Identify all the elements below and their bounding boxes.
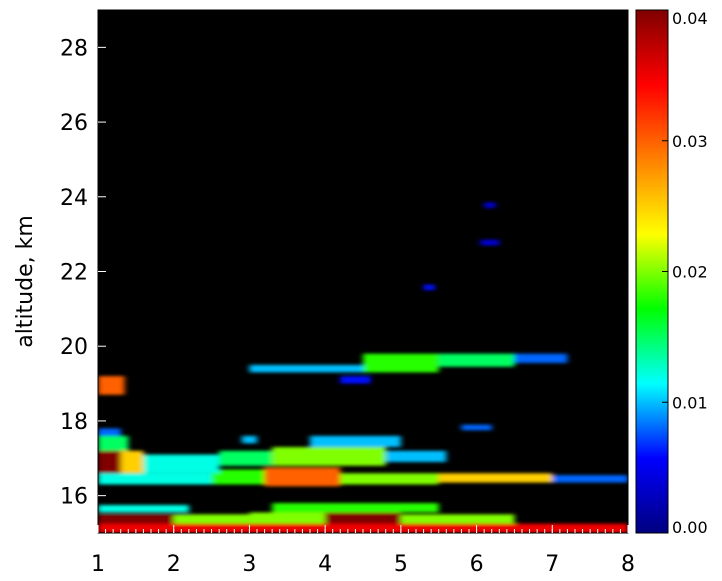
heatmap-cell [98, 473, 212, 485]
y-tick-label: 20 [60, 335, 88, 360]
x-tick-label: 7 [545, 552, 559, 577]
y-tick-label: 28 [60, 36, 88, 61]
y-axis: 16 18 20 22 24 26 28 [60, 36, 106, 510]
heatmap-cell [272, 503, 439, 513]
heatmap-cell [363, 353, 439, 373]
heatmap-cell [423, 284, 435, 291]
heatmap-cell [480, 239, 500, 246]
colorbar-tick-label: 0.04 [672, 9, 708, 28]
heatmap-cell [98, 428, 121, 436]
colorbar-tick-label: 0.01 [672, 393, 708, 412]
heatmap-cell [98, 504, 189, 513]
heatmap-cell [264, 467, 341, 487]
heatmap-cell [98, 450, 121, 474]
heatmap-cell [98, 514, 174, 524]
heatmap-cell [219, 450, 273, 466]
heatmap-cell [310, 435, 401, 448]
heatmap-cell [340, 376, 371, 384]
x-tick-label: 4 [318, 552, 332, 577]
heatmap-cell [98, 435, 129, 451]
colorbar-tick-label: 0.03 [672, 132, 708, 151]
heatmap-cell [438, 473, 553, 483]
heatmap-cell [98, 376, 125, 395]
y-tick-label: 22 [60, 261, 88, 286]
x-tick-label: 1 [91, 552, 105, 577]
heatmap-cell [552, 475, 628, 483]
heatmap-cell [461, 424, 492, 431]
heatmap-cell [249, 512, 326, 524]
heatmap-cell [98, 523, 628, 533]
heatmap-cell [484, 202, 496, 208]
x-tick-label: 6 [470, 552, 484, 577]
colorbar-ticks: 0.00 0.01 0.02 0.03 0.04 [662, 9, 708, 537]
heatmap-cell [400, 514, 515, 524]
colorbar: 0.00 0.01 0.02 0.03 0.04 [635, 9, 708, 537]
colorbar-tick-label: 0.00 [672, 518, 708, 537]
x-tick-label: 3 [242, 552, 256, 577]
y-tick-label: 26 [60, 111, 88, 136]
heatmap-cell [272, 447, 386, 466]
heatmap-cell [340, 473, 439, 485]
heatmap-cell [241, 435, 257, 444]
heatmap-cell [211, 469, 265, 485]
y-axis-label: altitude, km [13, 215, 38, 348]
x-tick-label: 8 [621, 552, 635, 577]
x-axis: 1 2 3 4 5 6 7 8 [91, 525, 635, 577]
heatmap-cell [325, 510, 401, 524]
heatmap-cell [438, 353, 515, 367]
heatmap-cell [249, 364, 363, 373]
plot-area [97, 9, 629, 534]
y-tick-label: 16 [60, 485, 88, 510]
x-tick-label: 2 [167, 552, 181, 577]
heatmap-cell [143, 454, 220, 474]
heatmap-cell [120, 450, 144, 474]
heatmap-cell [514, 353, 568, 364]
y-tick-label: 18 [60, 410, 88, 435]
colorbar-tick-label: 0.02 [672, 263, 708, 282]
heatmap-cells [98, 202, 628, 533]
heatmap-cell [173, 514, 250, 524]
heatmap-cell [385, 450, 447, 463]
x-tick-label: 5 [394, 552, 408, 577]
y-tick-label: 24 [60, 186, 88, 211]
